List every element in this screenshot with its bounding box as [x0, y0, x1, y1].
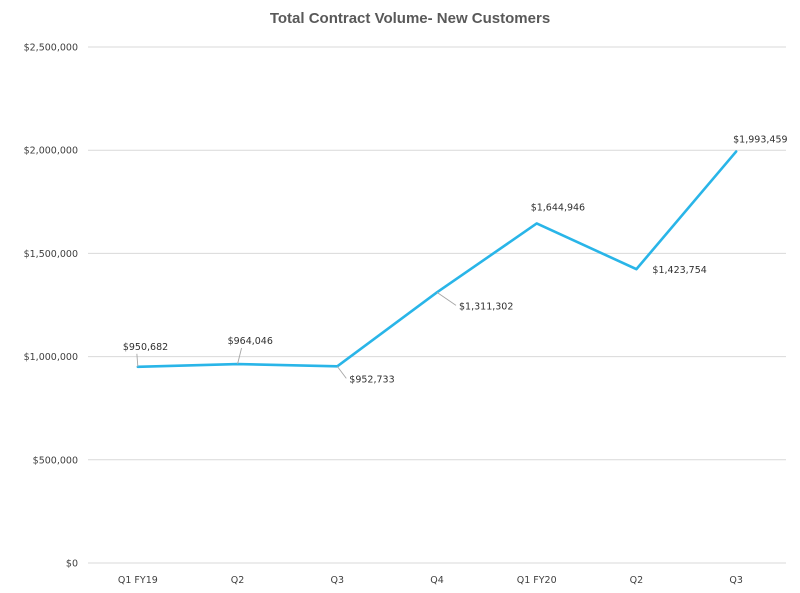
chart-title: Total Contract Volume- New Customers — [270, 10, 550, 27]
x-tick-label: Q1 FY20 — [517, 575, 557, 586]
data-label: $1,644,946 — [531, 202, 585, 213]
y-tick-label: $0 — [66, 559, 78, 570]
data-label: $950,682 — [123, 342, 168, 353]
leader-lines — [136, 291, 457, 379]
leader-line — [136, 353, 139, 367]
x-tick-label: Q1 FY19 — [118, 575, 158, 586]
y-tick-label: $1,000,000 — [24, 352, 78, 363]
y-axis-ticks: $0 $500,000 $1,000,000 $1,500,000 $2,000,000… — [24, 43, 78, 570]
data-label: $1,993,459 — [733, 135, 787, 146]
data-label: $952,733 — [349, 374, 394, 385]
x-tick-label: Q3 — [331, 575, 345, 586]
y-tick-label: $1,500,000 — [24, 249, 78, 260]
gridlines — [88, 46, 786, 564]
x-tick-label: Q4 — [430, 575, 444, 586]
x-tick-label: Q2 — [630, 575, 644, 586]
leader-line — [237, 347, 243, 365]
series-group — [136, 150, 738, 369]
x-tick-label: Q2 — [231, 575, 245, 586]
leader-line — [436, 291, 457, 306]
data-label: $1,311,302 — [459, 301, 513, 312]
data-label: $1,423,754 — [652, 265, 706, 276]
y-tick-label: $2,000,000 — [24, 146, 78, 157]
series-line — [136, 150, 738, 369]
data-label: $964,046 — [228, 336, 273, 347]
y-tick-label: $2,500,000 — [24, 43, 78, 54]
x-tick-label: Q3 — [729, 575, 743, 586]
leader-line — [336, 366, 347, 379]
data-labels: $950,682 $964,046 $952,733 $1,311,302 $1,644… — [123, 135, 788, 386]
y-tick-label: $500,000 — [33, 455, 78, 466]
x-axis-ticks: Q1 FY19 Q2 Q3 Q4 Q1 FY20 Q2 Q3 — [118, 575, 743, 586]
